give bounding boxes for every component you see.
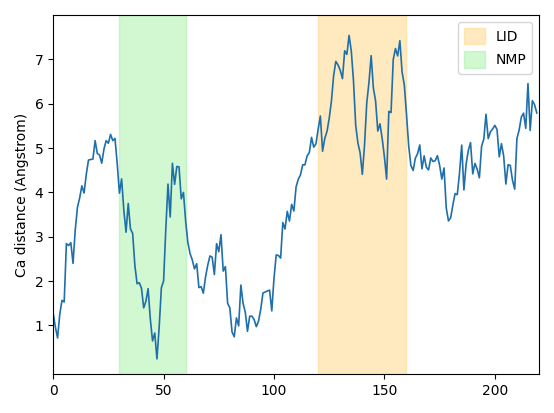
Legend: LID, NMP: LID, NMP — [458, 22, 532, 74]
Bar — [120, 15, 186, 374]
Bar — [318, 15, 407, 374]
Y-axis label: Ca distance (Angstrom): Ca distance (Angstrom) — [15, 113, 29, 277]
